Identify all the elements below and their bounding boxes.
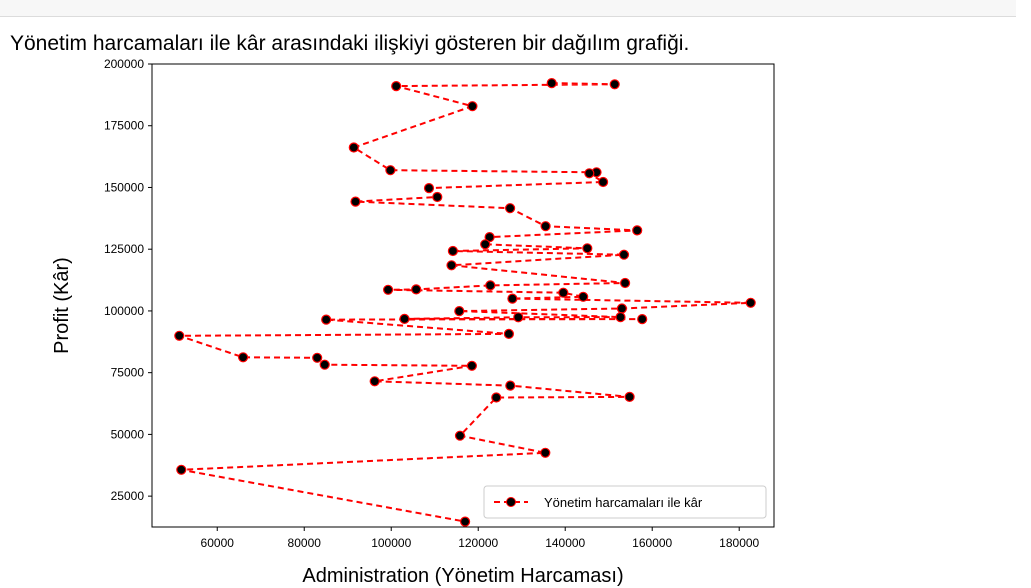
data-point [467, 101, 478, 112]
x-tick-label: 120000 [458, 536, 498, 550]
data-point [582, 243, 593, 254]
data-point [597, 176, 609, 188]
data-point [619, 277, 631, 289]
data-point [484, 232, 495, 243]
data-point [745, 297, 756, 308]
data-point [507, 293, 518, 304]
data-point [491, 392, 502, 403]
y-axis-label: Profit (Kâr) [51, 257, 73, 354]
data-point [383, 284, 394, 295]
series-line [178, 82, 751, 523]
y-tick-label: 75000 [111, 366, 145, 380]
data-point [637, 314, 648, 325]
data-point [609, 79, 620, 90]
legend-label: Yönetim harcamaları ile kâr [544, 495, 703, 510]
data-point [466, 360, 477, 371]
x-tick-label: 80000 [288, 536, 322, 550]
data-point [584, 168, 595, 179]
data-point [632, 225, 643, 236]
x-tick-label: 140000 [545, 536, 585, 550]
data-point [369, 376, 380, 387]
data-point [174, 330, 185, 341]
data-point [312, 352, 323, 363]
chart-caption: Yönetim harcamaları ile kâr arasındaki i… [10, 32, 690, 55]
data-point [460, 516, 471, 527]
data-point [503, 328, 514, 339]
data-point [454, 306, 465, 317]
chart-legend: Yönetim harcamaları ile kâr [483, 485, 767, 519]
data-point [615, 312, 626, 323]
y-tick-label: 100000 [104, 304, 144, 318]
data-point [505, 380, 516, 391]
data-point [480, 239, 491, 250]
data-point [454, 430, 466, 441]
data-point [350, 196, 361, 207]
data-point [505, 203, 516, 214]
data-point [513, 312, 524, 323]
data-point [624, 391, 635, 402]
data-point [432, 191, 443, 203]
data-point [348, 142, 359, 153]
data-point [546, 77, 557, 89]
legend-box [483, 485, 767, 519]
data-point [540, 221, 551, 232]
data-point [447, 245, 458, 257]
y-tick-label: 150000 [104, 180, 144, 194]
y-tick-label: 50000 [111, 427, 145, 441]
x-tick-label: 60000 [201, 536, 235, 550]
data-point [558, 287, 569, 298]
data-point [238, 352, 249, 363]
y-tick-label: 125000 [104, 242, 144, 256]
x-tick-label: 160000 [632, 536, 672, 550]
data-point [485, 280, 496, 291]
data-point [321, 314, 332, 325]
x-tick-label: 100000 [371, 536, 411, 550]
data-point [618, 249, 630, 260]
data-point [319, 359, 330, 370]
data-point [385, 165, 396, 176]
y-tick-label: 175000 [104, 119, 144, 133]
data-point [423, 183, 435, 194]
data-point [578, 291, 589, 302]
data-point [616, 303, 628, 314]
x-axis-label: Administration (Yönetim Harcaması) [302, 565, 623, 587]
y-tick-label: 200000 [104, 57, 144, 71]
output-top-strip [0, 0, 1016, 17]
legend-marker [506, 497, 516, 507]
data-point [391, 80, 402, 92]
plot-area-frame [151, 63, 775, 528]
x-tick-label: 180000 [719, 536, 759, 550]
data-point [411, 284, 422, 295]
data-point [176, 464, 187, 475]
data-point [399, 313, 410, 324]
data-point [540, 447, 551, 458]
y-tick-label: 25000 [111, 489, 145, 503]
data-point [446, 260, 457, 271]
